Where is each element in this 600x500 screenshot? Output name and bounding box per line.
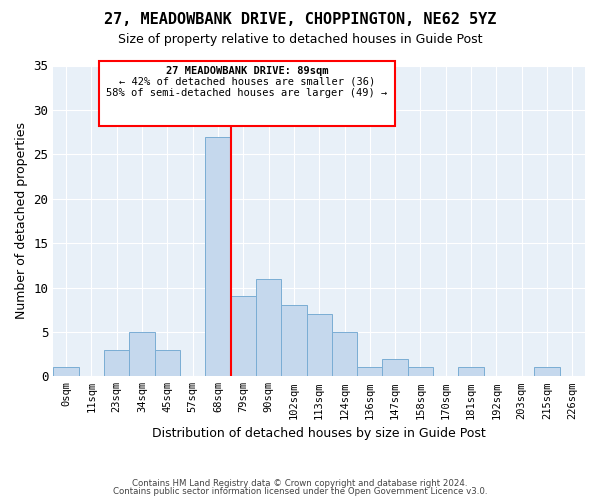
Bar [382,358,408,376]
Y-axis label: Number of detached properties: Number of detached properties [15,122,28,320]
Bar [53,368,79,376]
Text: 27 MEADOWBANK DRIVE: 89sqm: 27 MEADOWBANK DRIVE: 89sqm [166,66,328,76]
Bar [357,368,382,376]
Bar [332,332,357,376]
Bar [205,136,230,376]
Bar [281,306,307,376]
Bar [130,332,155,376]
Bar [458,368,484,376]
Bar [230,296,256,376]
Bar [408,368,433,376]
Bar [535,368,560,376]
Text: ← 42% of detached houses are smaller (36): ← 42% of detached houses are smaller (36… [119,76,375,86]
Text: 27, MEADOWBANK DRIVE, CHOPPINGTON, NE62 5YZ: 27, MEADOWBANK DRIVE, CHOPPINGTON, NE62 … [104,12,496,28]
Text: Size of property relative to detached houses in Guide Post: Size of property relative to detached ho… [118,32,482,46]
Text: Contains HM Land Registry data © Crown copyright and database right 2024.: Contains HM Land Registry data © Crown c… [132,478,468,488]
Bar [155,350,180,376]
Text: 58% of semi-detached houses are larger (49) →: 58% of semi-detached houses are larger (… [106,88,388,98]
FancyBboxPatch shape [99,61,395,126]
Text: Contains public sector information licensed under the Open Government Licence v3: Contains public sector information licen… [113,487,487,496]
Bar [256,278,281,376]
Bar [104,350,130,376]
X-axis label: Distribution of detached houses by size in Guide Post: Distribution of detached houses by size … [152,427,486,440]
Bar [307,314,332,376]
